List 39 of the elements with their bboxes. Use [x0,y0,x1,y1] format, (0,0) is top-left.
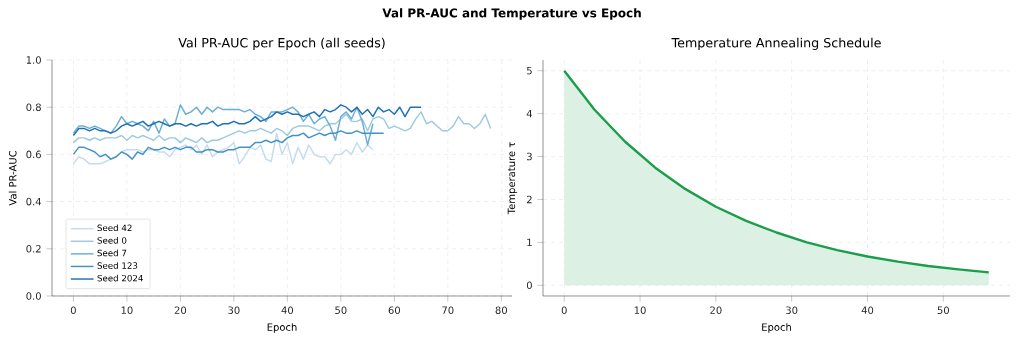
x-tick-label: 60 [388,306,401,314]
x-axis-title: Epoch [267,323,297,333]
x-tick-label: 20 [710,306,722,314]
x-tick-label: 40 [281,306,294,314]
x-tick-label: 10 [634,306,646,314]
y-tick-label: 1 [527,238,532,247]
x-tick-label: 80 [495,306,507,314]
y-tick-label: 1.0 [26,56,41,64]
y-tick-label: 4 [526,110,533,118]
chart-title: Val PR-AUC per Epoch (all seeds) [178,37,385,50]
x-tick-label: 0 [561,306,567,314]
text: Val PR-AUC and Temperature vs Epoch [382,8,641,20]
y-tick-label: 3 [527,152,532,161]
x-tick-label: 70 [442,306,454,314]
legend-label: Seed 2024 [97,274,143,282]
y-tick-label: 0.8 [26,103,41,111]
chart-title: Temperature Annealing Schedule [671,37,881,50]
y-tick-label: 0 [526,281,532,290]
y-tick-label: 0.6 [26,150,41,159]
x-tick-label: 50 [937,306,949,314]
y-axis-title: Temperature τ [507,142,518,215]
y-tick-label: 0.4 [26,197,42,206]
y-tick-label: 5 [527,67,532,75]
x-tick-label: 10 [121,306,133,314]
x-tick-label: 20 [174,306,187,314]
y-tick-label: 0.2 [26,245,41,253]
legend-label: Seed 123 [97,262,138,269]
x-tick-label: 30 [228,306,240,314]
y-axis-title: Val PR-AUC [8,150,17,206]
x-tick-label: 0 [70,306,76,314]
x-tick-label: 30 [786,306,798,314]
x-tick-label: 50 [335,306,347,314]
x-axis-title: Epoch [762,323,791,333]
legend-label: Seed 42 [97,224,132,232]
x-tick-label: 40 [861,306,874,314]
y-tick-label: 2 [526,195,532,204]
legend-label: Seed 7 [97,249,127,257]
y-tick-label: 0.0 [26,292,41,300]
legend-label: Seed 0 [97,236,127,244]
